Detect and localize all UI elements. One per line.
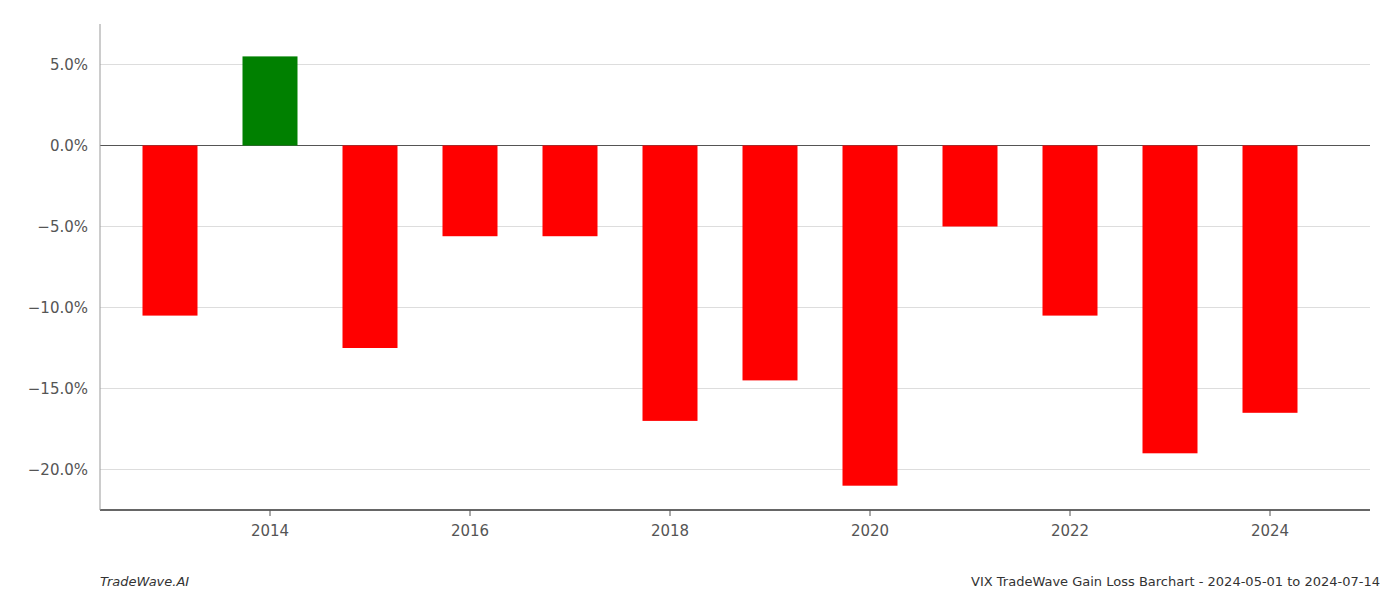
bar [243,56,298,145]
x-tick [1270,510,1271,516]
bar [143,146,198,316]
x-tick [270,510,271,516]
y-tick-label: −15.0% [28,380,88,398]
axes [100,24,1370,510]
bar [343,146,398,349]
y-axis-ticks: 5.0% 0.0% −5.0% −10.0% −15.0% −20.0% [28,56,88,479]
x-tick [670,510,671,516]
x-tick-label: 2018 [651,522,689,540]
x-tick [1070,510,1071,516]
x-axis-line [100,509,1370,511]
annotation: TradeWave.AI [100,574,189,589]
chart-container: 5.0%0.0%−5.0%−10.0%−15.0%−20.0%201420162… [0,0,1400,600]
bar [643,146,698,421]
bar [943,146,998,227]
x-tick-label: 2020 [851,522,889,540]
x-axis-ticks: 2014 2016 2018 2020 2022 2024 [251,510,1289,540]
bar [1243,146,1298,413]
y-axis-line [100,24,101,510]
x-tick [870,510,871,516]
bar [743,146,798,381]
annotations: TradeWave.AI VIX TradeWave Gain Loss Barc… [100,574,1380,589]
grid-line [100,469,1370,470]
bar [543,146,598,237]
y-tick-label: −20.0% [28,461,88,479]
y-tick-label: 0.0% [50,137,88,155]
x-tick-label: 2022 [1051,522,1089,540]
y-tick-label: −5.0% [37,218,88,236]
bar [1143,146,1198,454]
annotation: VIX TradeWave Gain Loss Barchart - 2024-… [971,574,1380,589]
chart: 5.0%0.0%−5.0%−10.0%−15.0%−20.0%201420162… [0,0,1400,600]
bar [1043,146,1098,316]
x-tick-label: 2016 [451,522,489,540]
x-tick [470,510,471,516]
bars [143,56,1298,485]
y-tick-label: −10.0% [28,299,88,317]
bar [443,146,498,237]
x-tick-label: 2014 [251,522,289,540]
bar [843,146,898,486]
x-tick-label: 2024 [1251,522,1289,540]
y-tick-label: 5.0% [50,56,88,74]
